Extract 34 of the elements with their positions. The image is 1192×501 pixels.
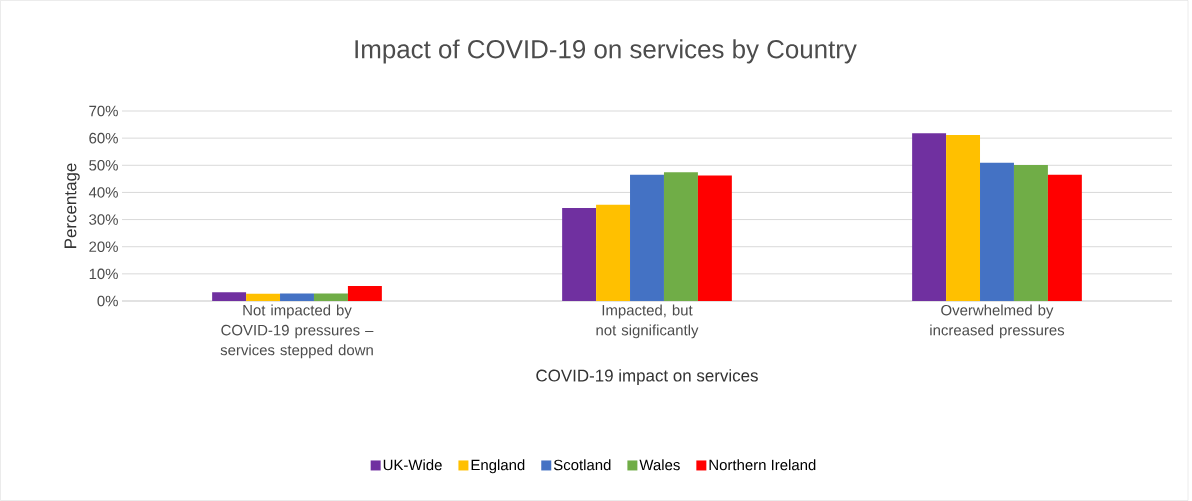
bar <box>280 293 314 301</box>
y-tick-label: 50% <box>89 159 118 171</box>
bar <box>663 172 698 301</box>
bar <box>596 204 631 301</box>
y-tick-label: 0% <box>97 295 118 307</box>
bar <box>946 134 981 301</box>
legend-label: Scotland <box>553 459 611 471</box>
y-axis-title: Percentage <box>64 163 80 248</box>
y-tick-label: 60% <box>89 132 118 144</box>
legend-label: England <box>471 459 525 474</box>
y-tick-label: 20% <box>89 241 118 252</box>
y-tick-label: 30% <box>89 214 118 225</box>
x-tick-label: Not impacted by COVID-19 pressures – services stepped down <box>220 304 374 359</box>
bar <box>313 293 348 301</box>
x-axis-title: COVID-19 impact on services <box>536 369 758 385</box>
bar <box>1013 165 1048 301</box>
x-tick-label: Impacted, but not significantly <box>596 304 699 339</box>
bar <box>347 286 382 301</box>
bar <box>212 292 247 301</box>
bar <box>562 207 597 301</box>
legend-label: UK-Wide <box>383 459 442 471</box>
y-tick-label: 40% <box>88 187 118 198</box>
y-tick-label: 70% <box>89 105 118 117</box>
bar <box>246 293 281 301</box>
chart-title: Impact of COVID-19 on services by Country <box>355 39 857 64</box>
bar <box>912 133 947 301</box>
bar <box>630 174 664 301</box>
legend-label: Northern Ireland <box>709 459 816 471</box>
y-tick-label: 10% <box>89 268 118 280</box>
bar <box>697 175 732 301</box>
legend-label: Wales <box>639 459 680 471</box>
bar <box>1047 174 1082 301</box>
x-tick-label: Overwhelmed by increased pressures <box>930 304 1065 339</box>
bar <box>980 162 1014 301</box>
